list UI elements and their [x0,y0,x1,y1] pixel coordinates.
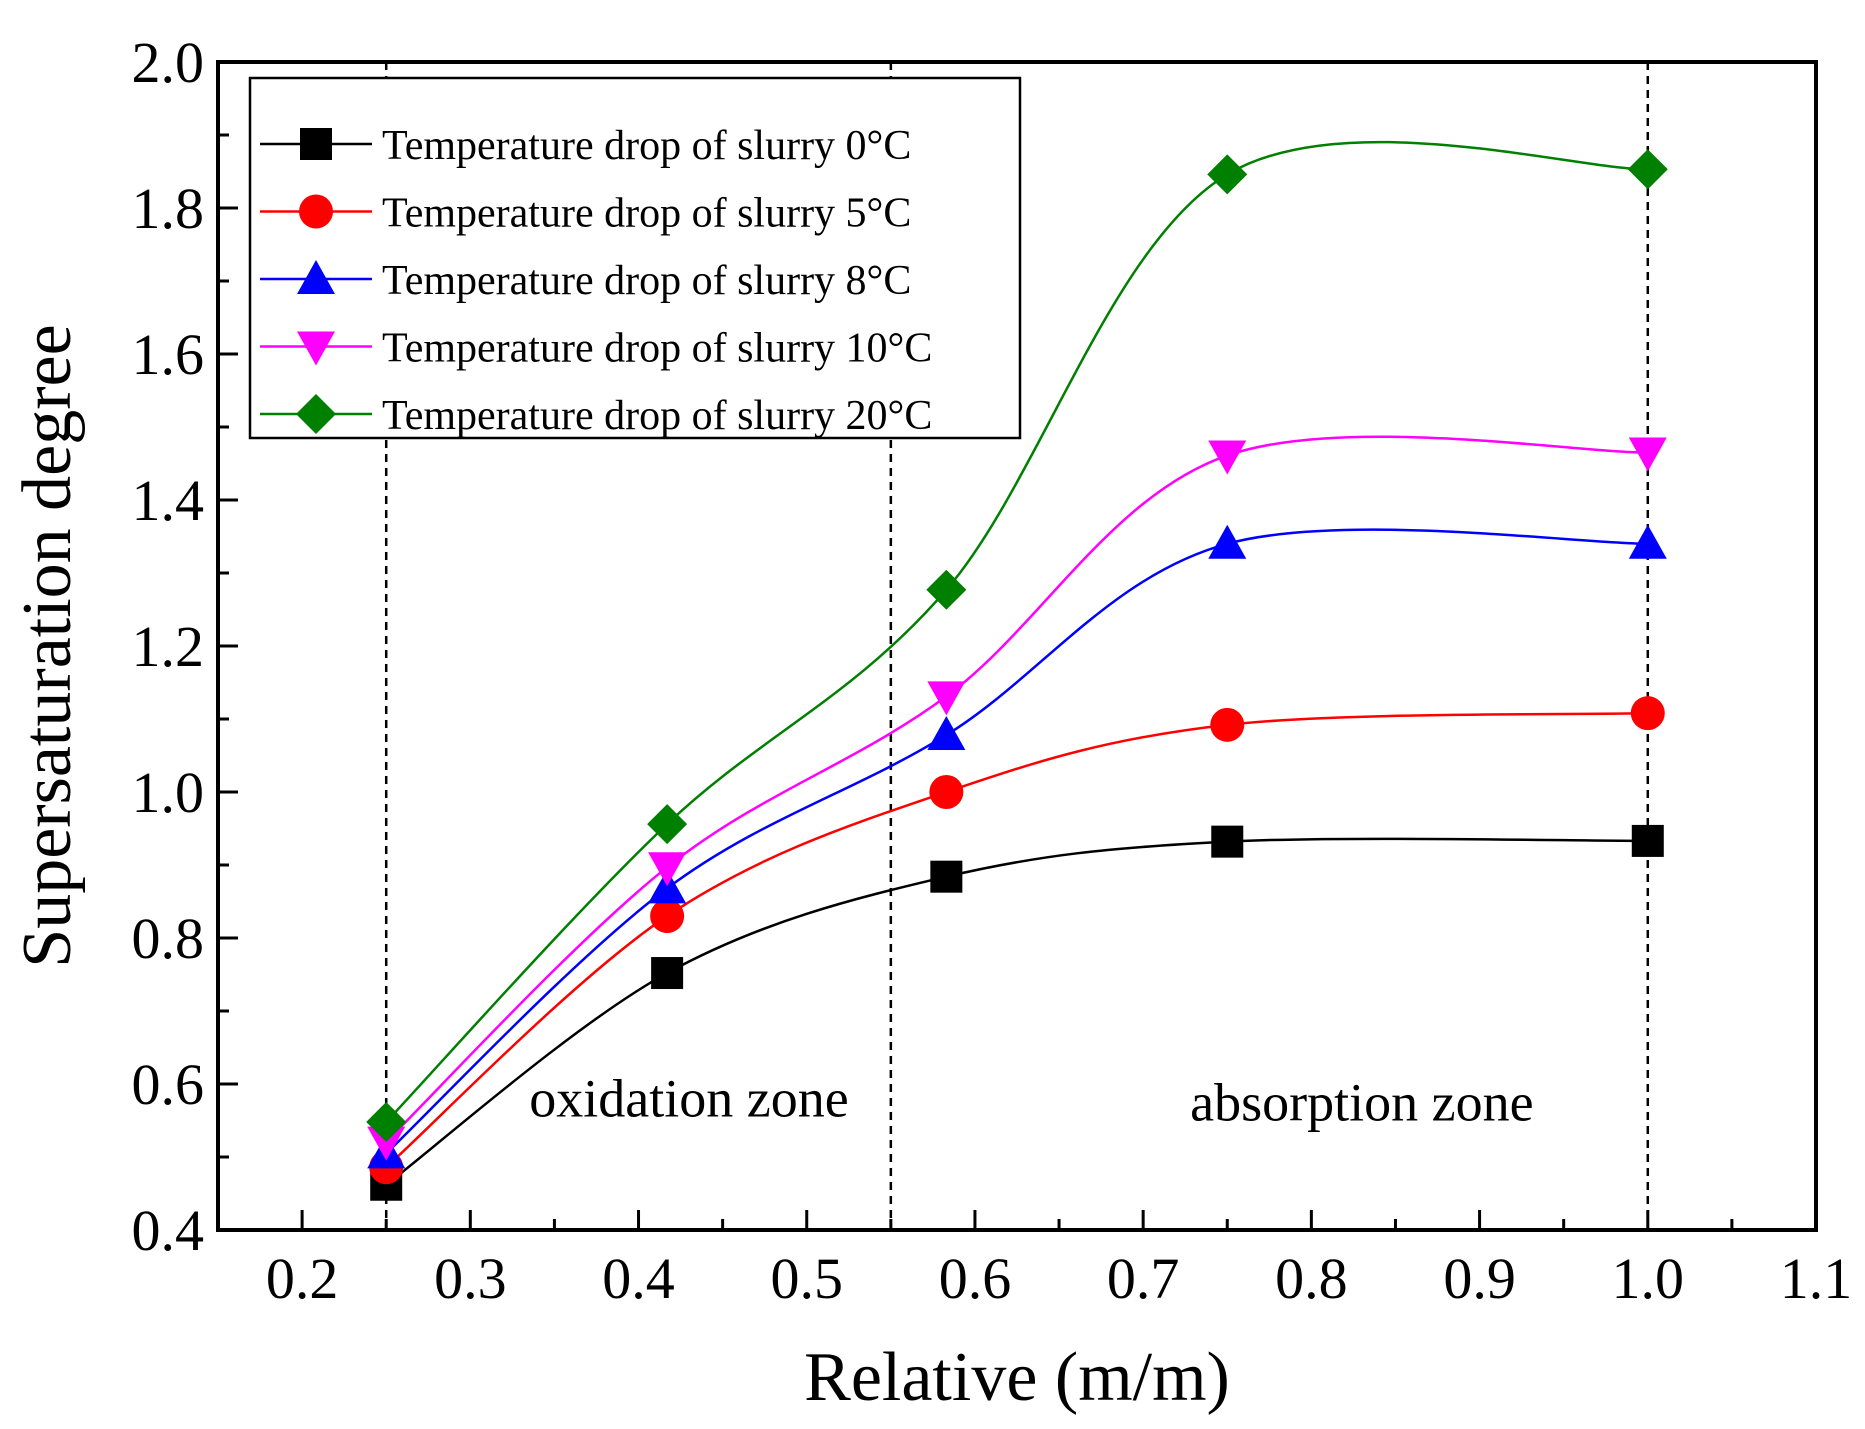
x-tick-label: 0.2 [266,1246,339,1311]
x-tick-label: 0.9 [1443,1246,1516,1311]
data-point-circle [1630,696,1665,731]
legend-marker-circle [299,194,333,229]
legend-label: Temperature drop of slurry 20°C [382,393,932,439]
legend-marker-triangle-down [297,331,335,366]
data-point-triangle-up [1208,524,1247,559]
legend: Temperature drop of slurry 0°C Temperatur… [248,76,1022,440]
series-line-2 [385,528,1648,1155]
reference-lines [384,62,1650,1230]
y-tick-label: 1.8 [132,176,205,241]
legend-marker-triangle-up [297,260,335,294]
data-point-square [1631,824,1664,857]
data-point-circle [1210,707,1245,742]
y-axis-title: Supersaturation degree [9,324,86,967]
data-point-triangle-down [648,852,687,887]
x-tick-label: 0.6 [939,1246,1012,1311]
series-line-0 [385,837,1648,1186]
zone-label: absorption zone [1190,1072,1533,1132]
data-point-square [930,860,963,893]
x-axis-title: Relative (m/m) [804,1339,1230,1416]
legend-label: Temperature drop of slurry 5°C [382,191,911,237]
zone-annotations: oxidation zone absorption zone [529,1069,1533,1133]
data-point-triangle-down [927,681,966,716]
data-point-triangle-up [927,716,966,751]
y-axis: 0.4 0.6 0.8 1.0 1.2 1.4 1.6 1.8 2.0 [132,30,238,1263]
legend-label: Temperature drop of slurry 10°C [382,326,932,372]
x-tick-label: 0.3 [434,1246,507,1311]
y-tick-label: 0.4 [132,1198,205,1263]
x-tick-label: 0.7 [1107,1246,1180,1311]
legend-marker-diamond [296,394,336,434]
data-point-square [651,957,684,990]
x-tick-label: 1.1 [1780,1246,1853,1311]
legend-label: Temperature drop of slurry 8°C [382,258,911,304]
data-point-square [1211,825,1244,858]
data-point-circle [650,899,685,934]
data-point-circle [929,775,964,809]
zone-label: oxidation zone [529,1069,848,1129]
data-point-triangle-down [367,1126,406,1161]
x-axis: 0.2 0.3 0.4 0.5 0.6 0.7 0.8 0.9 1.0 1.1 [216,1210,1853,1311]
data-point-diamond [647,804,688,845]
data-point-diamond [926,569,967,610]
x-tick-label: 0.8 [1275,1246,1348,1311]
y-tick-label: 0.8 [132,906,205,971]
y-tick-label: 1.0 [132,760,205,825]
series-line-4 [385,140,1648,1123]
data-point-triangle-up [648,869,687,904]
series-markers [366,149,1668,1201]
x-tick-label: 0.5 [770,1246,843,1311]
x-tick-label: 0.4 [602,1246,675,1311]
series-line-3 [385,435,1648,1143]
data-point-diamond [366,1101,407,1142]
data-point-diamond [1627,149,1668,190]
y-tick-label: 0.6 [132,1052,205,1117]
y-tick-label: 2.0 [132,30,205,95]
legend-box [248,76,1022,440]
data-point-triangle-up [1628,524,1667,559]
y-tick-label: 1.2 [132,614,205,679]
y-tick-label: 1.6 [132,322,205,387]
y-tick-label: 1.4 [132,468,205,533]
data-point-triangle-down [1208,440,1247,475]
legend-marker-square [300,128,332,160]
x-tick-label: 1.0 [1612,1246,1685,1311]
data-point-triangle-down [1628,437,1667,472]
legend-label: Temperature drop of slurry 0°C [382,123,911,169]
data-point-diamond [1207,154,1248,195]
